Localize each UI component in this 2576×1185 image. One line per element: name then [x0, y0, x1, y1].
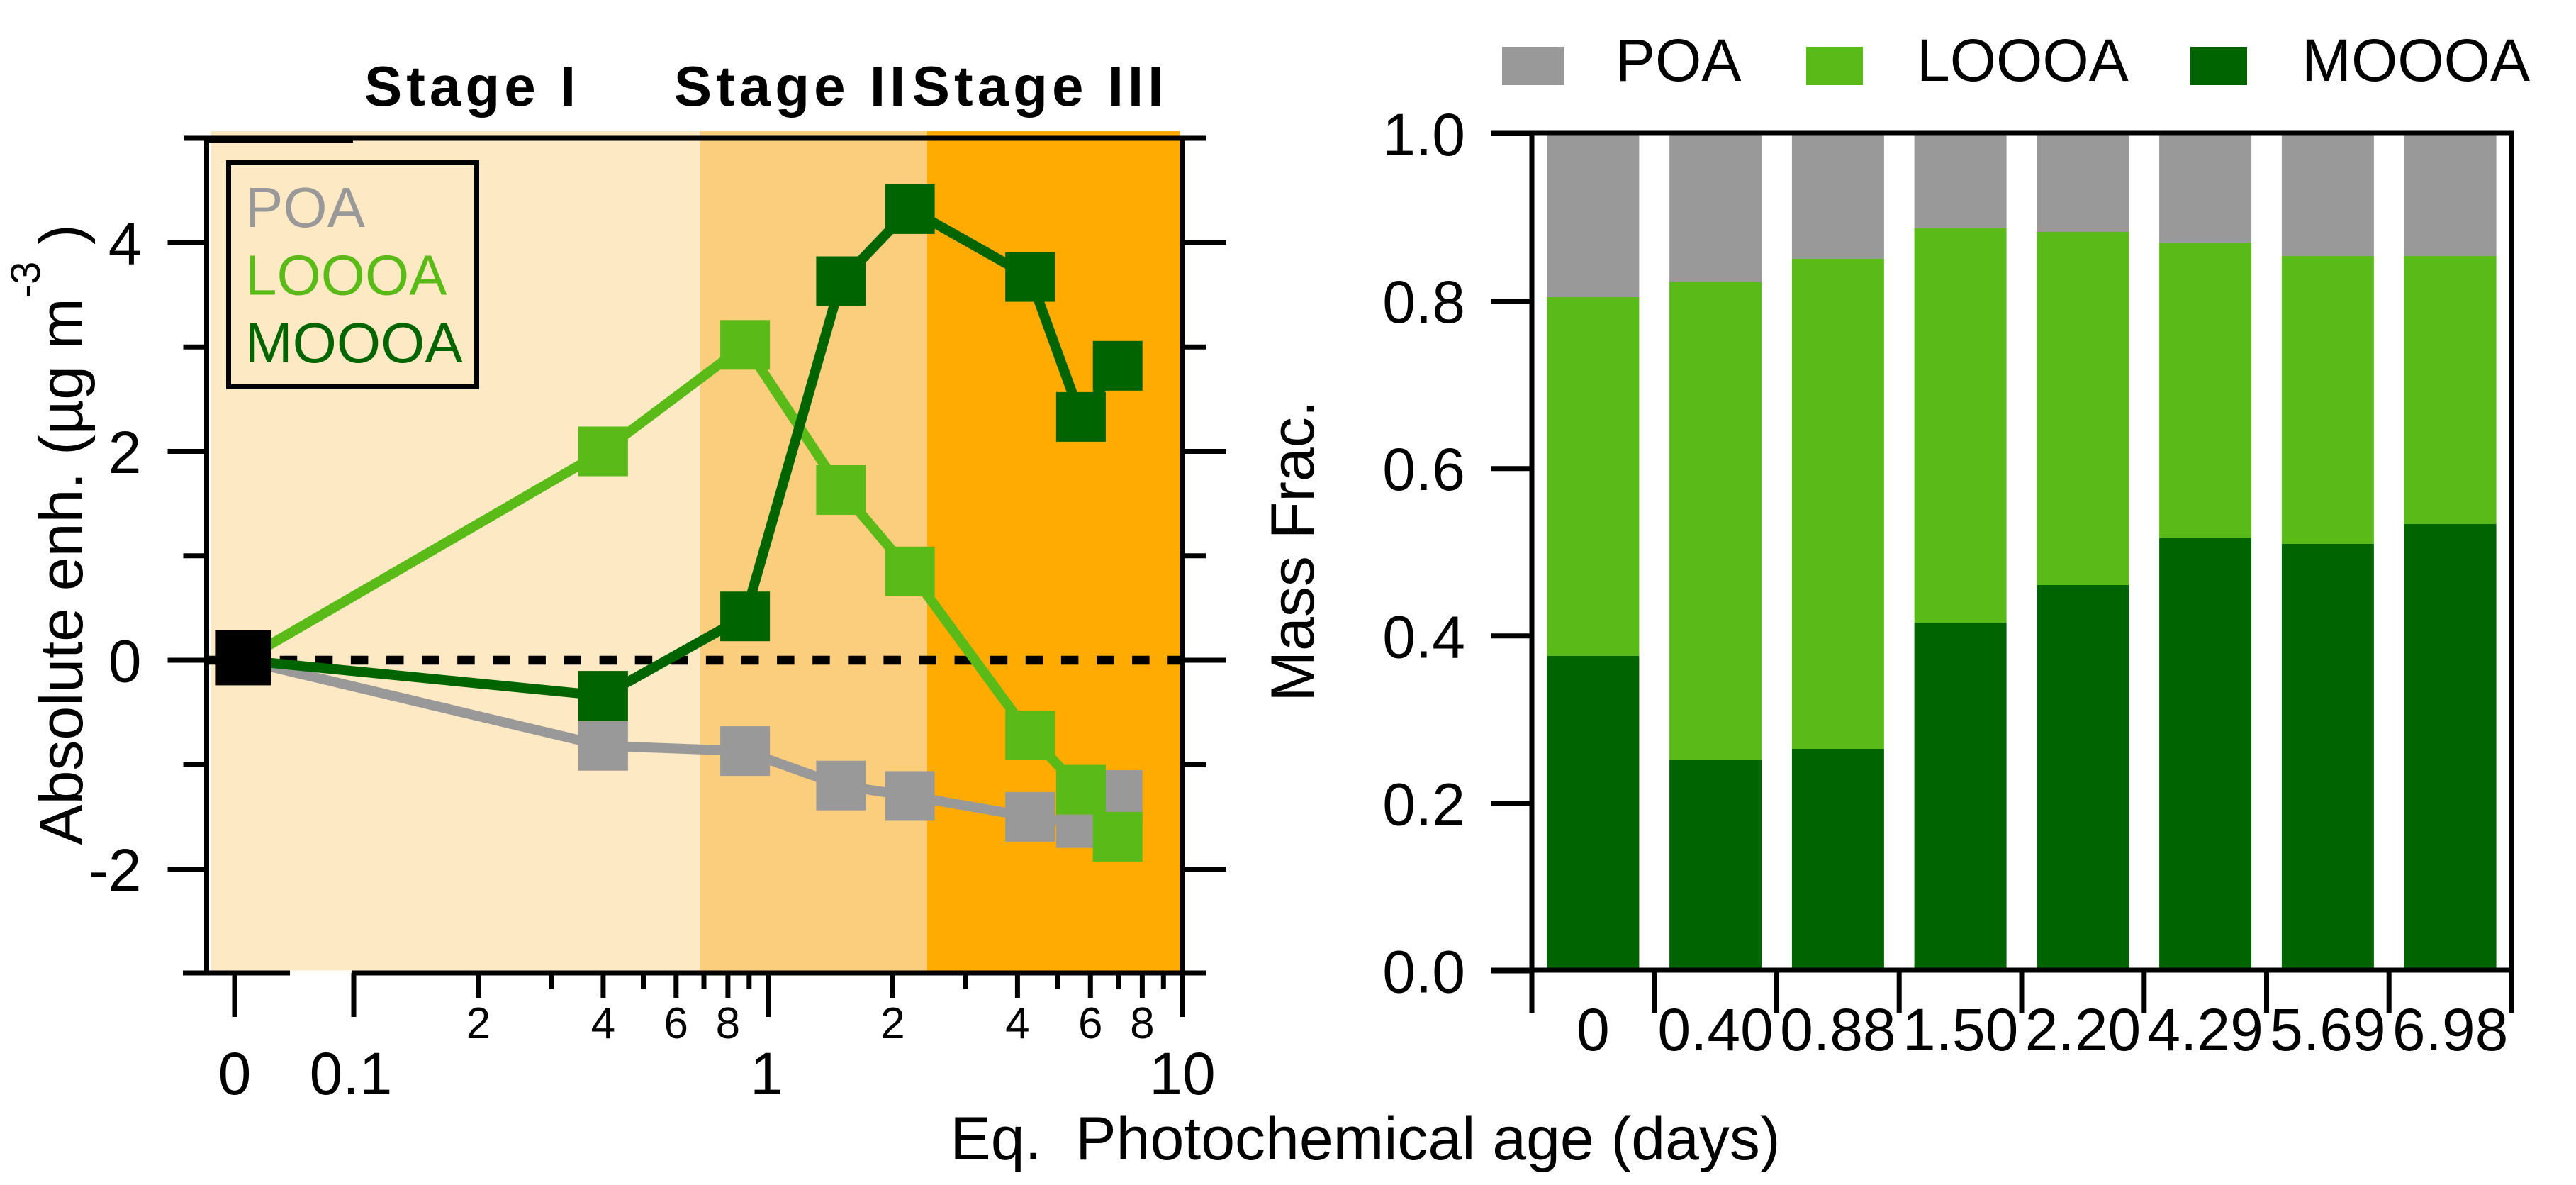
svg-text:2: 2 [466, 999, 491, 1048]
svg-text:0.6: 0.6 [1382, 436, 1465, 503]
svg-text:LOOOA: LOOOA [245, 244, 447, 307]
svg-text:0.1: 0.1 [310, 1040, 393, 1107]
svg-text:0: 0 [218, 1040, 252, 1107]
svg-text:POA: POA [1615, 27, 1741, 94]
svg-text:0.8: 0.8 [1382, 269, 1465, 335]
svg-text:5.69: 5.69 [2270, 996, 2386, 1063]
svg-text:10: 10 [1149, 1040, 1215, 1107]
svg-text:Stage I: Stage I [364, 55, 580, 118]
svg-text:1.50: 1.50 [1903, 996, 2019, 1063]
svg-text:4: 4 [1005, 999, 1029, 1048]
svg-text:0.2: 0.2 [1382, 771, 1465, 838]
svg-text:4.29: 4.29 [2147, 996, 2263, 1063]
svg-text:2: 2 [880, 999, 905, 1048]
svg-text:2: 2 [108, 419, 142, 486]
svg-text:MOOOA: MOOOA [245, 311, 463, 374]
svg-text:0.4: 0.4 [1382, 603, 1465, 670]
svg-text:4: 4 [591, 999, 615, 1048]
svg-text:Stage II: Stage II [674, 55, 910, 118]
svg-text:MOOOA: MOOOA [2302, 27, 2530, 94]
svg-text:Eq. Photochemical age (days): Eq. Photochemical age (days) [950, 1105, 1780, 1173]
svg-text:2.20: 2.20 [2025, 996, 2141, 1063]
svg-text:0: 0 [108, 628, 142, 695]
svg-text:8: 8 [716, 999, 740, 1048]
svg-text:6: 6 [664, 999, 688, 1048]
svg-text:-2: -2 [89, 837, 142, 903]
svg-text:Stage III: Stage III [912, 55, 1168, 118]
svg-text:Mass Frac.: Mass Frac. [1259, 400, 1327, 701]
svg-text:0: 0 [1577, 996, 1610, 1063]
svg-text:0.88: 0.88 [1780, 996, 1896, 1063]
svg-text:LOOOA: LOOOA [1917, 27, 2129, 94]
svg-text:0.40: 0.40 [1657, 996, 1774, 1063]
svg-text:1: 1 [750, 1040, 783, 1107]
svg-text:4: 4 [108, 211, 142, 277]
svg-text:1.0: 1.0 [1382, 101, 1465, 168]
svg-text:6: 6 [1078, 999, 1102, 1048]
svg-text:6.98: 6.98 [2392, 996, 2509, 1063]
svg-text:0.0: 0.0 [1382, 939, 1465, 1006]
svg-text:8: 8 [1130, 999, 1154, 1048]
svg-text:POA: POA [245, 176, 366, 239]
